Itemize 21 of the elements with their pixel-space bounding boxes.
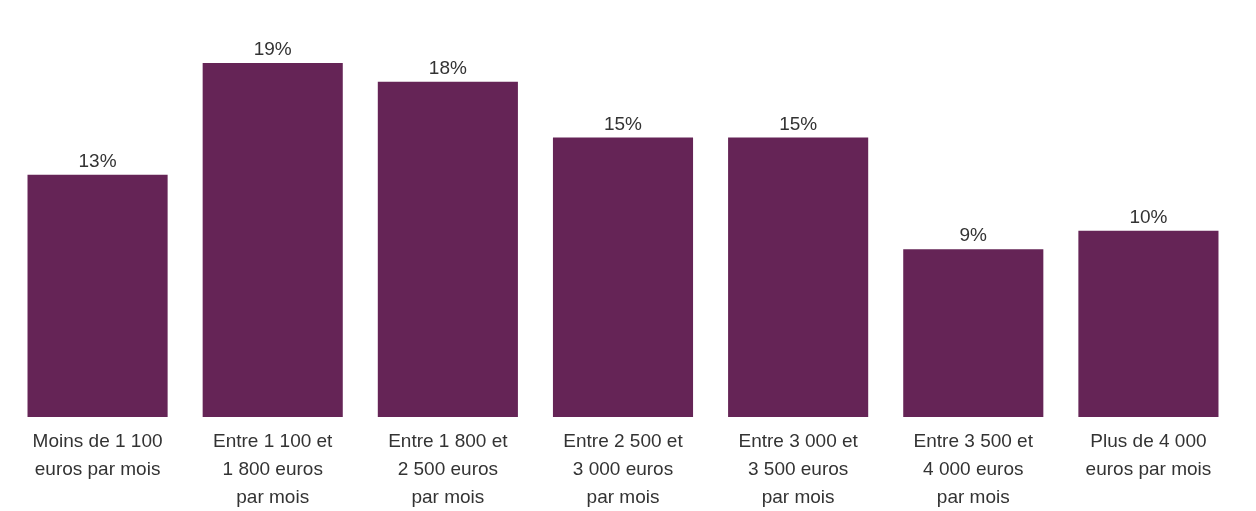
bar [202,63,343,417]
data-label: 18% [428,56,467,78]
bar [377,81,518,417]
data-label: 10% [1129,205,1168,227]
data-label: 19% [253,38,292,59]
bar [552,137,694,417]
bar [27,174,168,417]
data-label: 13% [78,149,117,171]
x-tick-label: Moins de 1 100 euros par mois [32,429,163,479]
bar [903,249,1044,417]
x-tick-label: Entre 1 800 et 2 500 euros par mois [388,429,509,507]
x-tick-label: Entre 2 500 et 3 000 euros par mois [563,429,684,507]
x-tick-label: Plus de 4 000 euros par mois [1085,429,1212,479]
x-tick-label: Entre 3 500 et 4 000 euros par mois [913,429,1034,507]
bar [1078,230,1219,417]
data-label: 15% [779,112,818,134]
x-tick-label: Entre 3 000 et 3 500 euros par mois [738,429,859,507]
data-label: 9% [959,224,988,246]
x-tick-label: Entre 1 100 et 1 800 euros par mois [213,429,334,507]
bar [728,137,869,417]
data-label: 15% [603,112,643,134]
